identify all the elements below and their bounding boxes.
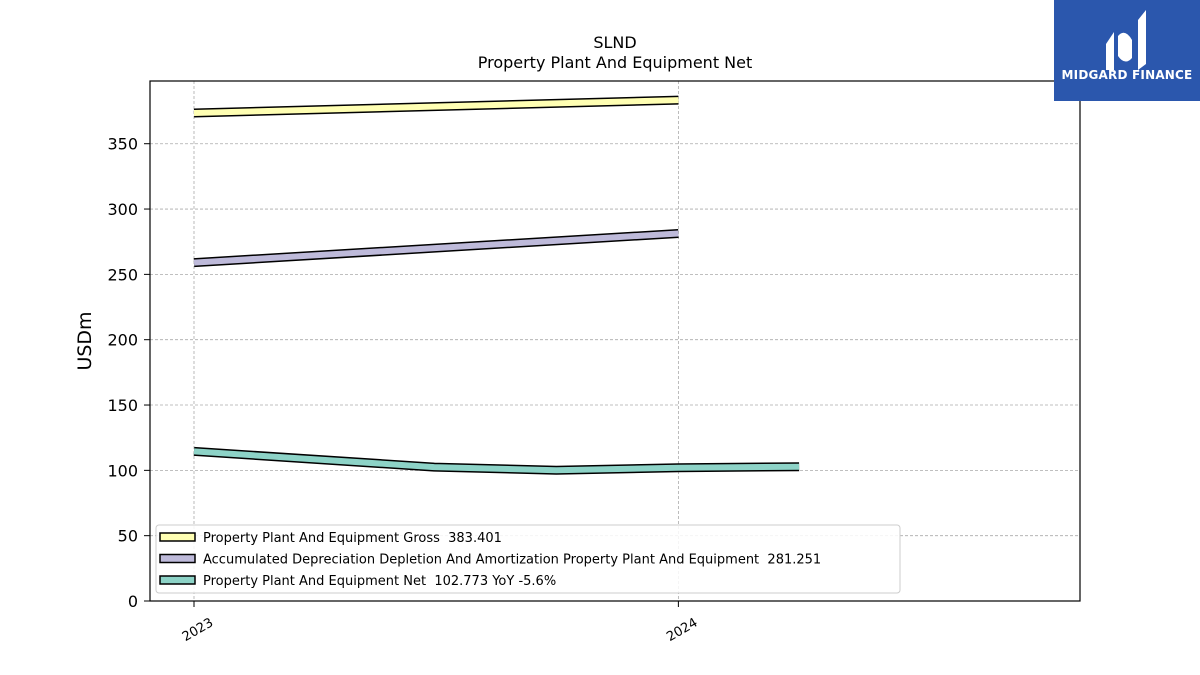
legend-box (155, 524, 901, 594)
y-axis: 0 50 100 150 200 250 300 350 (107, 135, 150, 611)
series-line (193, 230, 679, 266)
chart-subtitle: Property Plant And Equipment Net (478, 53, 753, 72)
grid (150, 81, 1080, 601)
legend: Property Plant And Equipment Gross 383.4… (155, 524, 901, 594)
legend-swatch (159, 532, 196, 542)
brand-name: MIDGARD FINANCE (1061, 68, 1193, 82)
y-tick-label: 200 (107, 331, 138, 350)
legend-swatch (159, 575, 196, 585)
legend-label: Property Plant And Equipment Gross 383.4… (203, 531, 502, 546)
y-tick-label: 100 (107, 461, 138, 480)
x-tick-label: 2023 (180, 615, 216, 645)
legend-label: Property Plant And Equipment Net 102.773… (203, 574, 556, 589)
y-tick-label: 300 (107, 200, 138, 219)
plot-frame (149, 80, 1081, 602)
legend-swatch (159, 553, 196, 564)
midgard-logo-icon (1106, 10, 1146, 70)
x-tick-label: 2024 (664, 615, 700, 645)
y-tick-label: 150 (107, 396, 138, 415)
y-tick-label: 50 (118, 527, 138, 546)
x-axis: 2023 2024 (180, 601, 700, 645)
series-group (193, 95, 800, 475)
y-tick-label: 350 (107, 135, 138, 154)
chart-title: SLND (593, 33, 636, 52)
y-axis-label: USDm (74, 311, 96, 370)
brand-logo: MIDGARD FINANCE (1054, 0, 1200, 101)
y-tick-label: 0 (128, 592, 138, 611)
legend-label: Accumulated Depreciation Depletion And A… (203, 553, 821, 568)
series-line (193, 97, 679, 116)
y-tick-label: 250 (107, 265, 138, 284)
